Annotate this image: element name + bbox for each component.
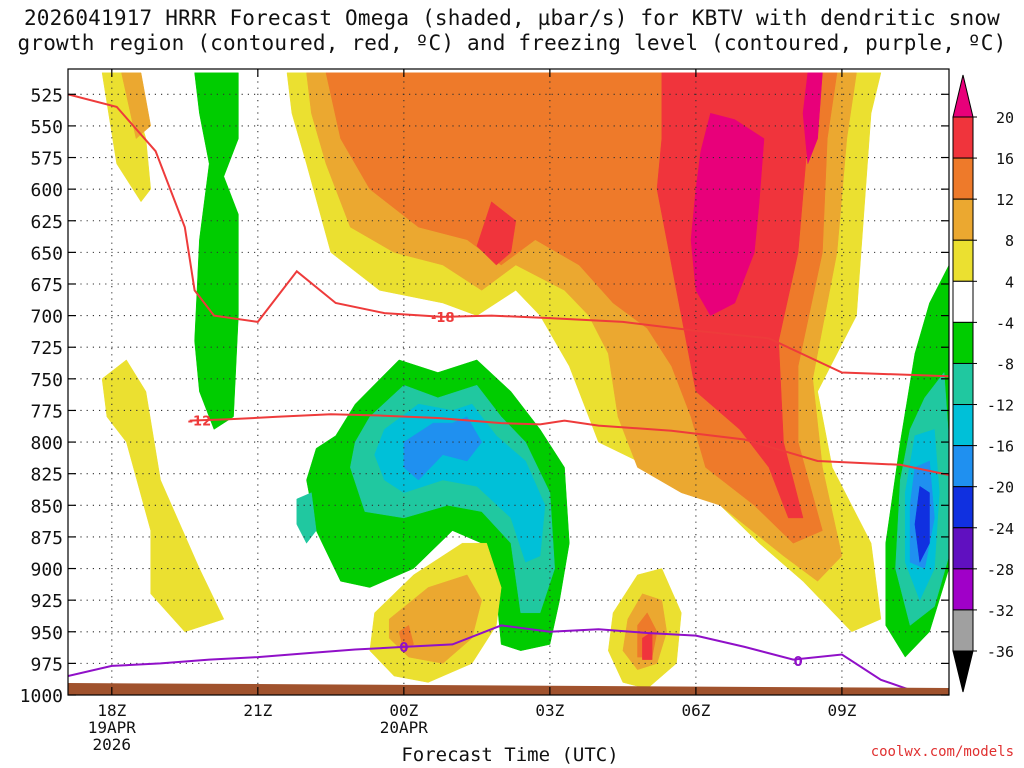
colorbar-swatch-9 [952,445,974,488]
omega-cell-8 [476,201,517,266]
colorbar-label-13: -36 [987,643,1014,661]
y-tick-label-725: 725 [30,338,63,359]
colorbar-swatch-7 [952,362,974,406]
chart-title-line-2: growth region (contoured, red, ºC) and f… [17,31,1007,55]
y-tick-label-625: 625 [30,212,63,233]
colorbar-label-2: 12 [996,191,1014,209]
colorbar-label-6: -8 [996,355,1014,373]
x-tick-label-6-1: 20APR [380,718,429,737]
colorbar-label-11: -28 [987,561,1014,579]
colorbar-swatch-5 [952,280,974,323]
colorbar-label-8: -16 [987,438,1014,456]
dgz-contour-0-label: -18 [431,311,455,326]
colorbar-label-5: -4 [996,314,1014,332]
y-tick-label-700: 700 [30,307,63,328]
colorbar-label-12: -32 [987,602,1014,620]
y-tick-label-650: 650 [30,243,63,264]
colorbar-swatch-13 [952,609,974,652]
dgz-contour--12 [189,413,949,476]
y-tick-label-775: 775 [30,401,63,422]
omega-cell-14 [403,416,483,481]
omega-cell-1 [121,72,151,140]
terrain-band [68,683,949,695]
colorbar-label-0: 20 [996,109,1014,127]
x-tick-label-0-1: 19APR [88,718,137,737]
omega-cell-10 [802,72,823,164]
colorbar-swatch-14 [952,650,974,693]
x-tick-label-6-0: 00Z [389,701,418,720]
dgz-contour--18 [68,93,949,378]
x-tick-label-9-0: 03Z [535,701,564,720]
freezing-level-label: 0 [794,655,803,670]
chart-title-line-1: 2026041917 HRRR Forecast Omega (shaded, … [23,6,1001,30]
freezing-level-contour [68,624,911,691]
y-tick-label-825: 825 [30,465,63,486]
contour-lines: -18 -12 0 0 [68,93,949,691]
omega-cell-9 [690,112,765,316]
x-tick-label-12-0: 06Z [681,701,710,720]
pressure-axis: 525 550 575 600 625 650 675 700 725 750 775 800 825 8… [20,85,949,707]
y-tick-label-925: 925 [30,591,63,612]
y-tick-label-525: 525 [30,85,63,106]
omega-shading [101,72,949,689]
credit-text: coolwx.com/models [870,744,1014,760]
dgz-contour-1-label: -12 [188,415,212,430]
omega-cell-15 [296,492,317,544]
y-tick-label-575: 575 [30,149,63,170]
y-tick-label-550: 550 [30,117,63,138]
freezing-level-2-label: 0 [399,641,408,656]
plot-frame [67,68,950,696]
x-tick-label-15-0: 09Z [827,701,856,720]
y-tick-label-975: 975 [30,654,63,675]
colorbar-label-1: 16 [996,150,1014,168]
colorbar-swatch-6 [952,321,974,364]
y-tick-label-900: 900 [30,560,63,581]
x-tick-label-0-0: 18Z [97,701,126,720]
x-tick-label-3-0: 21Z [243,701,272,720]
y-tick-label-850: 850 [30,496,63,517]
colorbar-swatch-0 [952,74,974,118]
colorbar-swatch-2 [952,157,974,200]
x-tick-label-0-2: 2026 [93,735,132,754]
x-axis-label: Forecast Time (UTC) [401,744,619,766]
y-tick-label-875: 875 [30,528,63,549]
colorbar-swatch-8 [952,404,974,447]
colorbar-label-10: -24 [987,520,1014,538]
colorbar: 20 16 12 8 4 -4 -8 -12 -16 -20 -24 -28 -32 -36 [952,74,1014,693]
y-tick-label-800: 800 [30,433,63,454]
colorbar-label-4: 4 [1005,273,1014,291]
colorbar-swatch-3 [952,198,974,241]
omega-cell-3 [194,72,239,430]
colorbar-swatch-10 [952,486,974,529]
colorbar-label-9: -20 [987,479,1014,497]
colorbar-label-3: 8 [1005,232,1014,250]
y-tick-label-1000: 1000 [20,686,63,707]
colorbar-label-7: -12 [987,397,1014,415]
colorbar-swatch-1 [952,116,974,159]
terrain-fill [68,683,949,695]
y-tick-label-950: 950 [30,623,63,644]
colorbar-swatch-4 [952,239,974,282]
omega-cell-2 [101,359,225,633]
y-tick-label-750: 750 [30,370,63,391]
y-tick-label-675: 675 [30,275,63,296]
y-tick-label-600: 600 [30,180,63,201]
colorbar-swatch-12 [952,568,974,611]
colorbar-swatch-11 [952,527,974,570]
